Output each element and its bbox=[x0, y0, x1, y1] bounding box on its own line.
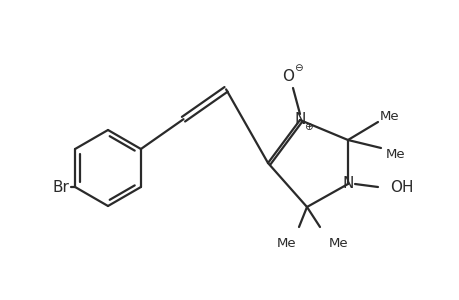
Text: N: N bbox=[294, 112, 305, 128]
Text: Me: Me bbox=[385, 148, 405, 160]
Text: N: N bbox=[341, 176, 353, 191]
Text: ⊕: ⊕ bbox=[303, 122, 312, 132]
Text: O: O bbox=[281, 68, 293, 83]
Text: OH: OH bbox=[389, 179, 413, 194]
Text: Me: Me bbox=[277, 237, 296, 250]
Text: Br: Br bbox=[52, 181, 69, 196]
Text: Me: Me bbox=[379, 110, 399, 122]
Text: ⊖: ⊖ bbox=[293, 63, 302, 73]
Text: Me: Me bbox=[328, 237, 348, 250]
